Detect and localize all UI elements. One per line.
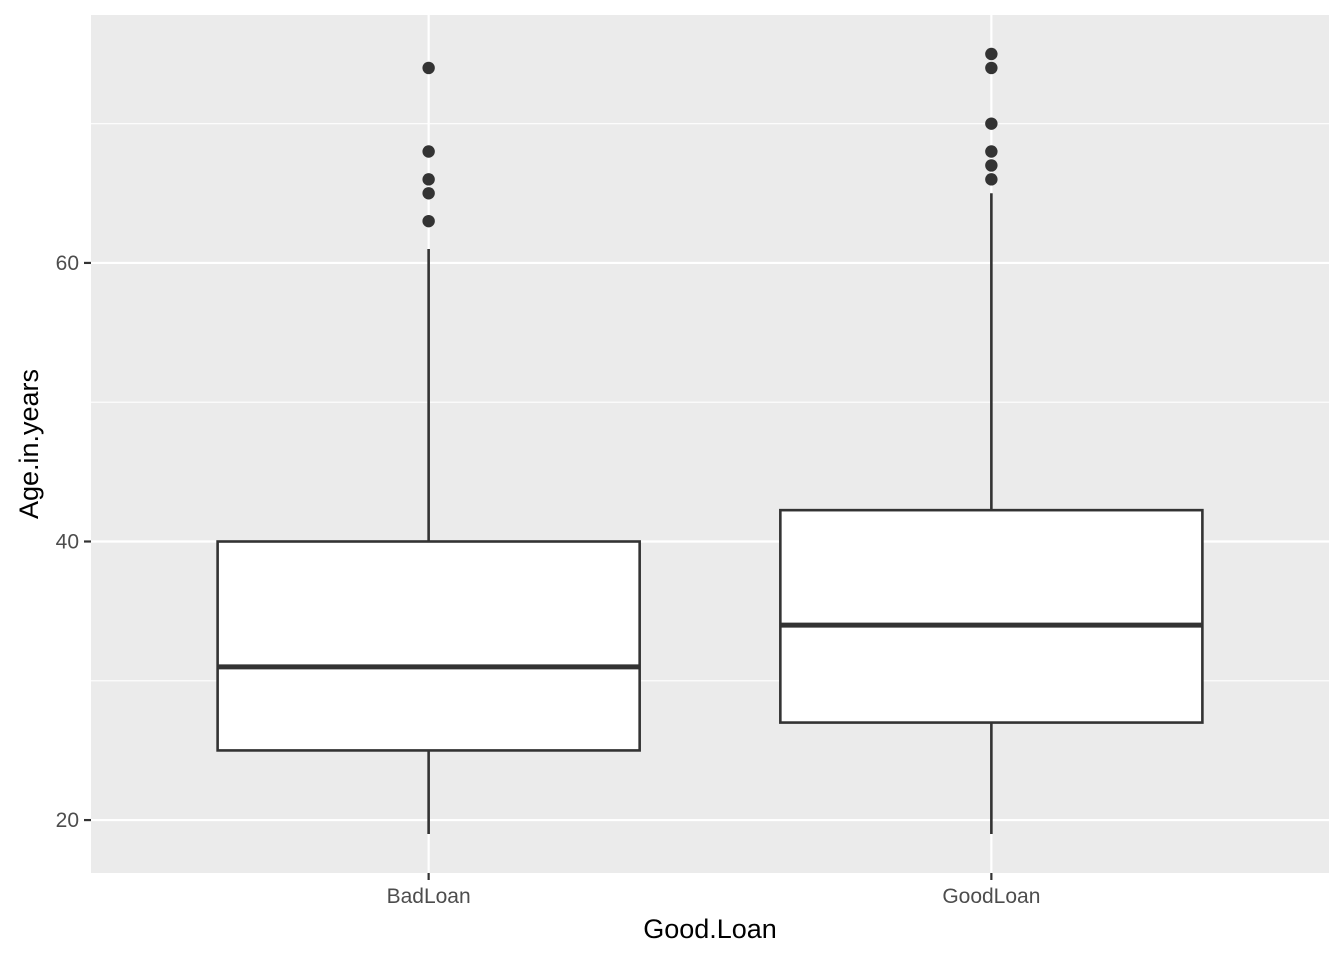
- outlier-point: [422, 214, 435, 228]
- outlier-point: [985, 61, 998, 75]
- outlier-point: [422, 145, 435, 158]
- x-tick-label: GoodLoan: [942, 885, 1040, 908]
- x-tick-label: BadLoan: [387, 885, 471, 908]
- outlier-point: [422, 61, 435, 75]
- box-body: [779, 508, 1204, 724]
- outlier-point: [422, 187, 435, 200]
- y-tick-label: 20: [56, 809, 79, 832]
- outlier-point: [985, 145, 998, 158]
- axes-layer: 20 40 60 BadLoan GoodLoan: [56, 252, 1041, 908]
- box-badloan: [216, 61, 641, 834]
- outlier-point: [985, 159, 998, 172]
- outlier-point: [985, 117, 998, 130]
- y-tick-label: 60: [56, 252, 79, 275]
- outlier-point: [985, 47, 998, 61]
- y-tick-label: 40: [56, 531, 79, 554]
- outlier-point: [985, 173, 998, 186]
- outlier-point: [422, 173, 435, 186]
- box-goodloan: [779, 47, 1204, 834]
- y-axis-title: Age.in.years: [14, 369, 44, 519]
- x-axis-title: Good.Loan: [643, 914, 777, 944]
- boxes-layer: [216, 47, 1204, 834]
- box-body: [216, 540, 641, 752]
